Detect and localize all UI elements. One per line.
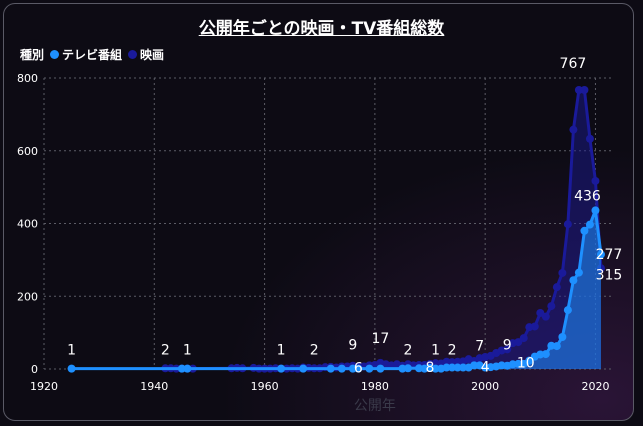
data-point-tv[interactable] — [326, 364, 335, 373]
data-label: 277 — [596, 247, 623, 263]
x-tick-label: 1960 — [251, 380, 279, 393]
legend-item-movie[interactable]: 映画 — [128, 46, 164, 63]
x-axis-label: 公開年 — [354, 398, 396, 414]
data-point-movie[interactable] — [547, 302, 556, 311]
data-point-tv[interactable] — [563, 306, 572, 315]
data-point-tv[interactable] — [431, 364, 440, 373]
data-point-tv[interactable] — [541, 350, 550, 359]
data-point-tv[interactable] — [376, 364, 385, 373]
data-label: 2 — [448, 342, 457, 358]
chart-card — [3, 3, 634, 421]
data-point-tv[interactable] — [442, 363, 451, 372]
legend-label-movie: 映画 — [140, 48, 165, 62]
y-tick-label: 0 — [31, 363, 38, 376]
data-point-movie[interactable] — [580, 86, 589, 95]
data-point-movie[interactable] — [541, 312, 550, 321]
data-point-tv[interactable] — [448, 363, 457, 372]
data-point-tv[interactable] — [470, 361, 479, 370]
data-label: 9 — [348, 338, 357, 354]
chart-title: 公開年ごとの映画・TV番組総数 — [198, 19, 445, 39]
data-point-movie[interactable] — [585, 134, 594, 143]
legend-marker-movie — [128, 50, 138, 59]
data-point-tv[interactable] — [67, 364, 76, 373]
data-point-tv[interactable] — [299, 364, 308, 373]
area-movie — [165, 90, 601, 369]
data-label: 2 — [404, 342, 413, 358]
data-label: 2 — [161, 342, 170, 358]
data-point-movie[interactable] — [519, 334, 528, 343]
data-point-tv[interactable] — [348, 364, 357, 373]
y-tick-label: 400 — [17, 218, 38, 231]
data-point-movie[interactable] — [574, 86, 583, 95]
data-point-movie[interactable] — [563, 220, 572, 229]
data-point-movie[interactable] — [558, 268, 567, 277]
data-label: 17 — [371, 331, 389, 347]
y-tick-label: 600 — [17, 145, 38, 158]
data-point-movie[interactable] — [591, 176, 600, 185]
data-label: 7 — [475, 338, 484, 354]
data-point-tv[interactable] — [585, 220, 594, 229]
legend: 種別 テレビ番組 映画 — [20, 46, 164, 63]
data-label: 10 — [517, 355, 535, 371]
data-point-tv[interactable] — [514, 359, 523, 368]
data-label: 8 — [426, 360, 435, 376]
data-point-tv[interactable] — [525, 356, 534, 365]
data-label: 436 — [574, 188, 601, 204]
data-label: 1 — [277, 343, 286, 359]
data-point-tv[interactable] — [183, 364, 192, 373]
data-point-tv[interactable] — [596, 250, 605, 259]
legend-marker-tv — [50, 50, 60, 59]
data-label: 4 — [481, 360, 490, 376]
data-label: 2 — [310, 342, 319, 358]
data-point-tv[interactable] — [552, 342, 561, 351]
data-label: 6 — [354, 361, 363, 377]
data-point-movie[interactable] — [514, 338, 523, 347]
data-label: 315 — [596, 267, 623, 283]
data-point-tv[interactable] — [354, 364, 363, 373]
data-point-tv[interactable] — [337, 364, 346, 373]
legend-title: 種別 — [20, 48, 45, 62]
x-tick-label: 2020 — [581, 380, 609, 393]
x-tick-label: 1980 — [361, 380, 389, 393]
data-label: 1 — [431, 343, 440, 359]
y-tick-label: 800 — [17, 72, 38, 85]
data-point-tv[interactable] — [574, 268, 583, 277]
legend-item-tv[interactable]: テレビ番組 — [50, 46, 122, 63]
x-tick-label: 1920 — [30, 380, 58, 393]
data-label: 9 — [503, 338, 512, 354]
x-tick-label: 2000 — [471, 380, 499, 393]
data-label: 767 — [560, 56, 587, 72]
data-point-tv[interactable] — [365, 364, 374, 373]
data-label: 1 — [183, 343, 192, 359]
data-point-movie[interactable] — [552, 283, 561, 292]
legend-label-tv: テレビ番組 — [62, 48, 123, 62]
data-point-tv[interactable] — [558, 332, 567, 341]
data-point-movie[interactable] — [569, 125, 578, 134]
data-label: 1 — [67, 343, 76, 359]
data-point-movie[interactable] — [530, 322, 539, 331]
data-point-tv[interactable] — [580, 226, 589, 235]
data-point-tv[interactable] — [403, 364, 412, 373]
y-tick-label: 200 — [17, 290, 38, 303]
data-point-tv[interactable] — [459, 363, 468, 372]
data-point-movie[interactable] — [503, 345, 512, 354]
x-tick-label: 1940 — [140, 380, 168, 393]
data-point-tv[interactable] — [591, 206, 600, 215]
data-point-tv[interactable] — [277, 364, 286, 373]
data-point-tv[interactable] — [453, 363, 462, 372]
data-point-tv[interactable] — [177, 364, 186, 373]
data-point-tv[interactable] — [569, 276, 578, 285]
